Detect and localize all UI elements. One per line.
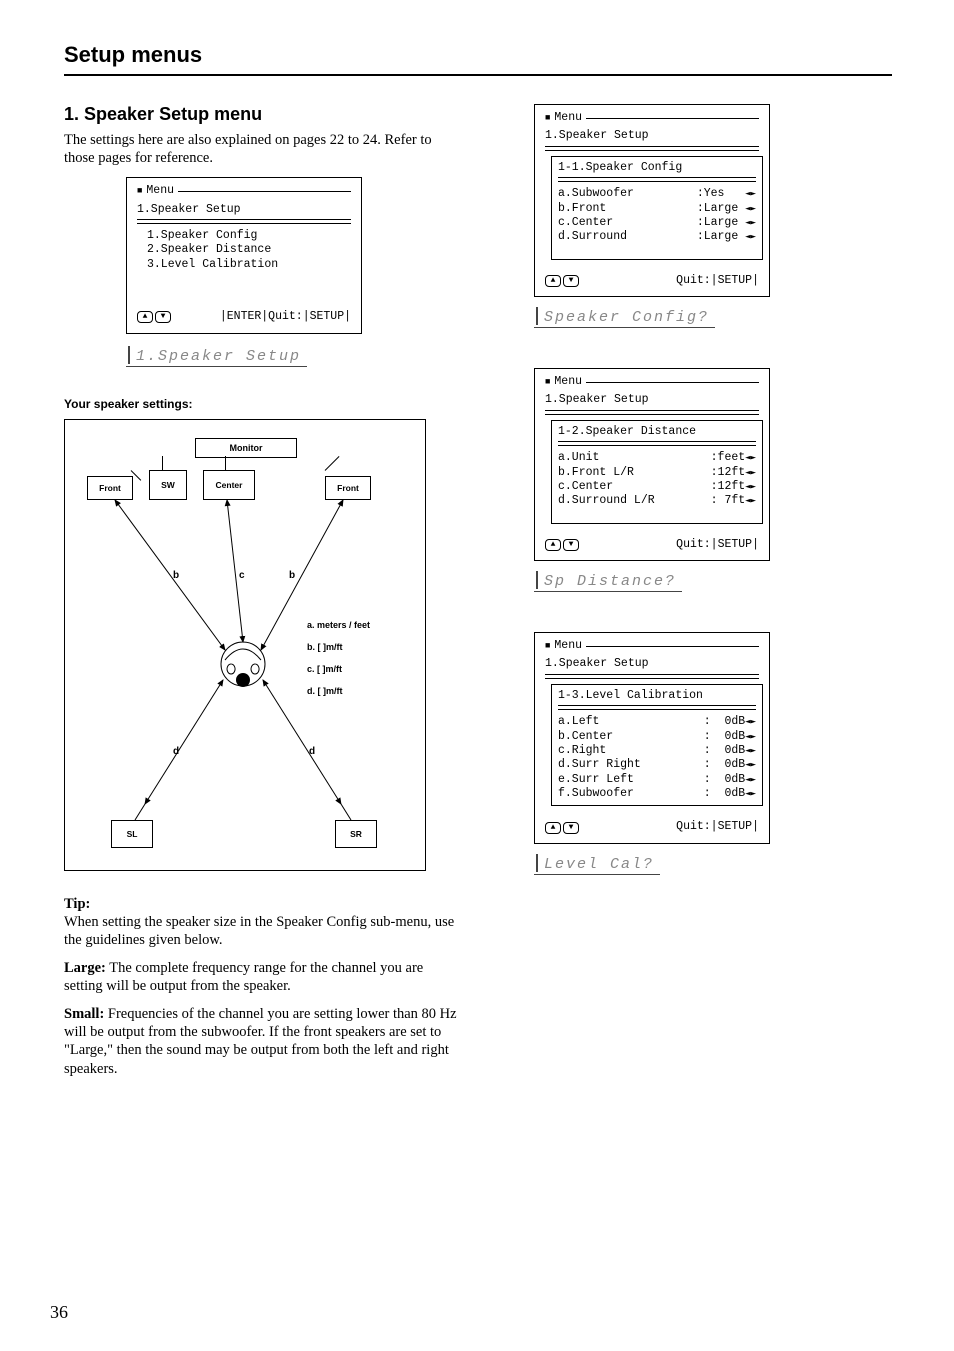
up-icon: ▲: [545, 275, 561, 287]
osd-dist-title: 1.Speaker Setup: [545, 393, 759, 407]
diag-row-d: d. [ ]m/ft: [307, 686, 343, 696]
osd-speaker-setup: ■Menu 1.Speaker Setup 1.Speaker Config 2…: [126, 177, 362, 333]
sl-box: SL: [111, 820, 153, 848]
lcd-level: Level Cal?: [534, 854, 660, 875]
speaker-settings-subhead: Your speaker settings:: [64, 397, 464, 411]
osd-level-subtitle: 1-3.Level Calibration: [558, 689, 756, 703]
osd-level-title: 1.Speaker Setup: [545, 657, 759, 671]
up-icon: ▲: [545, 539, 561, 551]
section-intro: The settings here are also explained on …: [64, 131, 464, 167]
sr-box: SR: [335, 820, 377, 848]
diag-label-b: b: [173, 570, 179, 581]
diag-label-c: c: [239, 570, 245, 581]
down-icon: ▼: [563, 539, 579, 551]
down-icon: ▼: [563, 822, 579, 834]
small-label: Small:: [64, 1006, 104, 1022]
osd-level-calibration: ■Menu 1.Speaker Setup 1-3.Level Calibrat…: [534, 632, 770, 844]
down-icon: ▼: [155, 311, 171, 323]
osd-speaker-distance: ■Menu 1.Speaker Setup 1-2.Speaker Distan…: [534, 368, 770, 561]
diag-unit-a: a. meters / feet: [307, 620, 370, 630]
osd-dist-subtitle: 1-2.Speaker Distance: [558, 425, 756, 439]
osd-menu-label: Menu: [146, 184, 174, 198]
lcd-config: Speaker Config?: [534, 307, 715, 328]
large-label: Large:: [64, 960, 106, 976]
lcd-dist: Sp Distance?: [534, 571, 682, 592]
tip-label: Tip:: [64, 896, 90, 912]
page-number: 36: [50, 1302, 68, 1323]
speaker-layout-diagram: Monitor Front SW Center Front: [64, 419, 426, 871]
up-icon: ▲: [137, 311, 153, 323]
tip-body: When setting the speaker size in the Spe…: [64, 914, 454, 948]
small-body: Frequencies of the channel you are setti…: [64, 1006, 457, 1076]
up-icon: ▲: [545, 822, 561, 834]
down-icon: ▼: [563, 275, 579, 287]
osd-main-item: 1.Speaker Config: [147, 229, 351, 243]
diag-label-d: d: [309, 746, 315, 757]
large-body: The complete frequency range for the cha…: [64, 960, 423, 994]
diag-label-b: b: [289, 570, 295, 581]
lcd-main: 1.Speaker Setup: [126, 346, 307, 367]
page-header: Setup menus: [64, 42, 892, 68]
diag-label-d: d: [173, 746, 179, 757]
osd-main-bottom: |ENTER|Quit:|SETUP|: [220, 310, 351, 324]
osd-speaker-config: ■Menu 1.Speaker Setup 1-1.Speaker Config…: [534, 104, 770, 297]
osd-main-item: 2.Speaker Distance: [147, 243, 351, 257]
section-title: 1. Speaker Setup menu: [64, 104, 464, 125]
osd-main-title: 1.Speaker Setup: [137, 203, 351, 217]
header-rule: [64, 74, 892, 76]
osd-main-item: 3.Level Calibration: [147, 258, 351, 272]
diag-row-c: c. [ ]m/ft: [307, 664, 342, 674]
diag-row-b: b. [ ]m/ft: [307, 642, 343, 652]
osd-config-subtitle: 1-1.Speaker Config: [558, 161, 756, 175]
osd-config-title: 1.Speaker Setup: [545, 129, 759, 143]
